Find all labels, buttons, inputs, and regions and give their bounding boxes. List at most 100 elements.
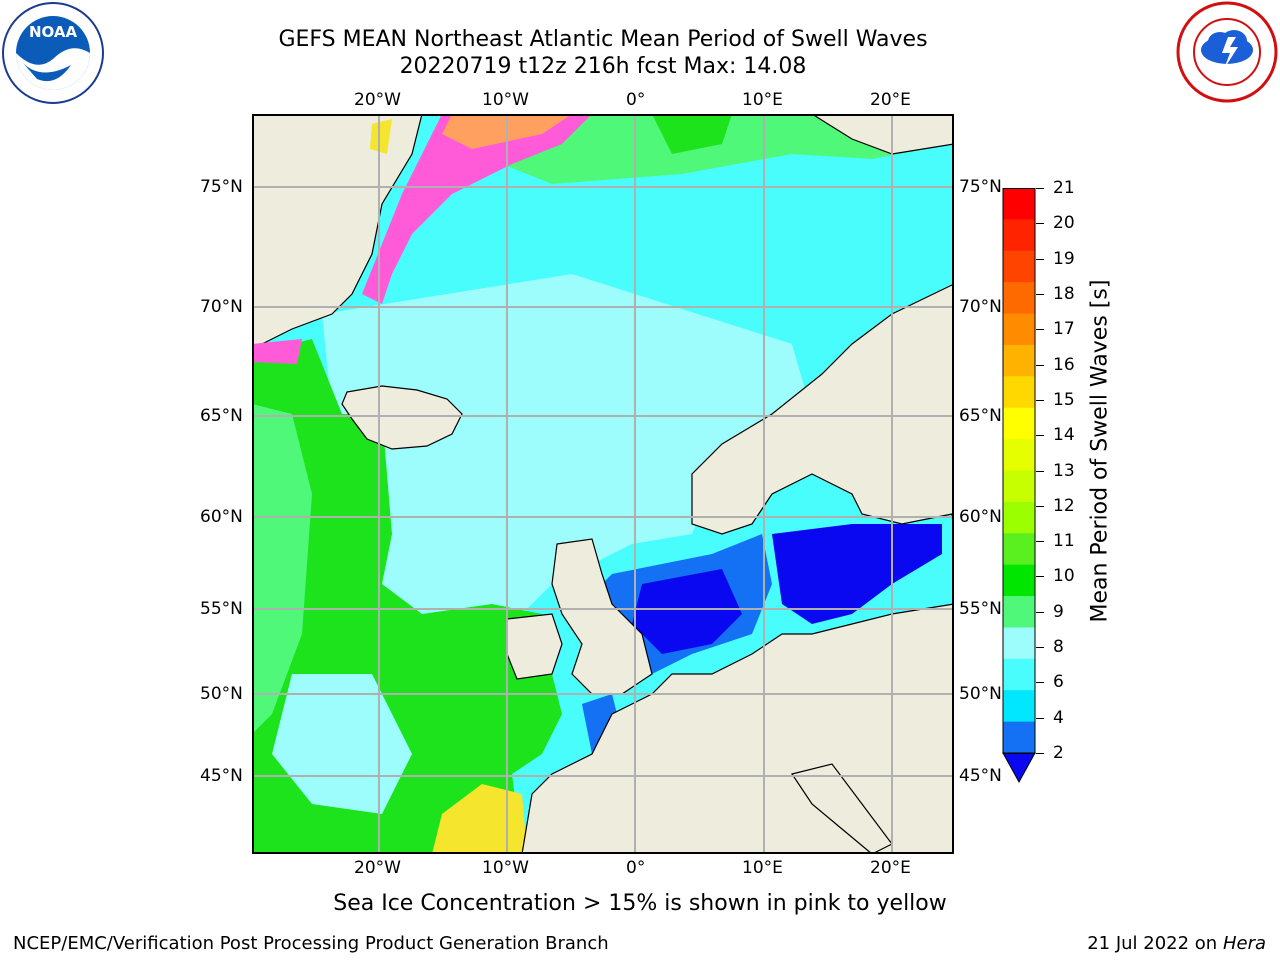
colorbar-segment [1003,596,1035,628]
colorbar-tick-mark [1036,470,1044,472]
colorbar-segment [1003,250,1035,283]
colorbar-segment [1003,313,1035,346]
north-sea-dark [632,569,742,654]
colorbar-segment [1003,219,1035,252]
colorbar-tick-mark [1036,753,1044,754]
colorbar-segment [1003,407,1035,440]
colorbar-tick-mark [1036,541,1044,543]
lon-tick-bottom-20e: 20°E [870,858,911,878]
lat-tick-right-60n: 60°N [959,507,1002,527]
colorbar-segment [1003,344,1035,377]
colorbar-tick-mark [1036,188,1044,189]
chart-subtitle: 20220719 t12z 216h fcst Max: 14.08 [399,54,807,79]
colorbar-label-wrap: Mean Period of Swell Waves [s] [950,280,1250,623]
colorbar-segment [1003,282,1035,315]
lat-tick-right-45n: 45°N [959,766,1002,786]
lon-tick-top-10w: 10°W [482,90,529,110]
footer-host: Hera [1222,933,1266,954]
lat-tick-left-45n: 45°N [200,766,243,786]
swell-lightcyan-patch [272,674,412,814]
colorbar-tick-label: 8 [1053,637,1064,658]
lat-tick-right-75n: 75°N [959,177,1002,197]
colorbar-underflow-arrow [1002,752,1036,784]
ireland-land [506,613,563,680]
lon-tick-top-10e: 10°E [742,90,783,110]
lat-tick-left-50n: 50°N [200,684,243,704]
colorbar-tick-mark [1036,293,1044,295]
lat-tick-left-55n: 55°N [200,599,243,619]
colorbar-segment [1003,690,1035,723]
colorbar-tick-mark [1036,682,1044,684]
colorbar-tick-mark [1036,364,1044,366]
colorbar-tick-label: 4 [1053,707,1064,728]
colorbar-tick-mark [1036,329,1044,331]
colorbar-segment [1003,658,1035,691]
colorbar-segment [1003,439,1035,471]
footer-right: 21 Jul 2022 on Hera [1087,933,1266,955]
colorbar-segment [1003,470,1035,503]
colorbar-tick-label: 21 [1053,178,1075,198]
baltic-sea-blue [772,524,942,624]
colorbar-tick-label: 11 [1053,531,1075,552]
colorbar-tick-mark [1036,505,1044,507]
colorbar-tick-label: 10 [1053,566,1075,587]
swell-lightgreen-region [252,404,312,734]
noaa-logo: NOAA [1,1,105,105]
swell-yellow-patch [432,784,527,854]
lat-tick-left-70n: 70°N [200,297,243,317]
colorbar-segment [1003,627,1035,660]
colorbar-tick-label: 16 [1053,354,1075,375]
colorbar-tick-label: 6 [1053,672,1064,693]
colorbar-tick-mark [1036,611,1044,613]
colorbar-frame [1002,188,1036,754]
colorbar-label: Mean Period of Swell Waves [s] [1087,279,1113,623]
lat-tick-right-50n: 50°N [959,684,1002,704]
colorbar-segment [1003,501,1035,534]
colorbar-segment [1003,721,1035,754]
lon-tick-bottom-0: 0° [626,858,646,878]
lat-tick-left-75n: 75°N [200,177,243,197]
colorbar-tick-label: 18 [1053,283,1075,304]
lon-tick-bottom-10w: 10°W [482,858,529,878]
map-panel [251,113,955,855]
lon-tick-top-20w: 20°W [354,90,401,110]
ocean-light-band [322,274,812,674]
colorbar-tick-label: 19 [1053,248,1075,269]
colorbar-tick-label: 17 [1053,319,1075,340]
noaa-logo-text: NOAA [29,23,78,41]
colorbar-segment [1003,376,1035,409]
sea-ice-greenland-se [252,339,302,364]
colorbar-tick-label: 14 [1053,425,1075,446]
lat-tick-right-65n: 65°N [959,406,1002,426]
colorbar-tick-label: 13 [1053,460,1075,481]
colorbar-tick-mark [1036,647,1044,649]
colorbar-tick-mark [1036,435,1044,437]
lat-tick-left-60n: 60°N [200,507,243,527]
lat-tick-right-55n: 55°N [959,599,1002,619]
lat-tick-left-65n: 65°N [200,406,243,426]
footer-left: NCEP/EMC/Verification Post Processing Pr… [13,933,609,954]
colorbar [1002,188,1036,784]
lon-tick-top-0: 0° [626,90,646,110]
italy-land [791,763,893,855]
colorbar-tick-label: 2 [1053,743,1064,763]
colorbar-segment [1003,188,1035,220]
lon-tick-bottom-10e: 10°E [742,858,783,878]
footer-date: 21 Jul 2022 on [1087,933,1223,954]
colorbar-tick-label: 9 [1053,601,1064,622]
colorbar-tick-label: 20 [1053,213,1075,234]
colorbar-tick-label: 15 [1053,389,1075,410]
sea-ice-caption: Sea Ice Concentration > 15% is shown in … [333,891,947,916]
chart-title: GEFS MEAN Northeast Atlantic Mean Period… [278,27,928,52]
colorbar-segment [1003,564,1035,597]
colorbar-svg [1002,188,1036,784]
colorbar-tick-mark [1036,717,1044,719]
colorbar-tick-mark [1036,576,1044,578]
colorbar-segment [1003,533,1035,566]
lon-tick-bottom-20w: 20°W [354,858,401,878]
swell-green-north-dark [652,114,732,154]
colorbar-tick-mark [1036,223,1044,225]
lon-tick-top-20e: 20°E [870,90,911,110]
colorbar-tick-label: 12 [1053,495,1075,516]
scandinavia-land [691,283,955,535]
